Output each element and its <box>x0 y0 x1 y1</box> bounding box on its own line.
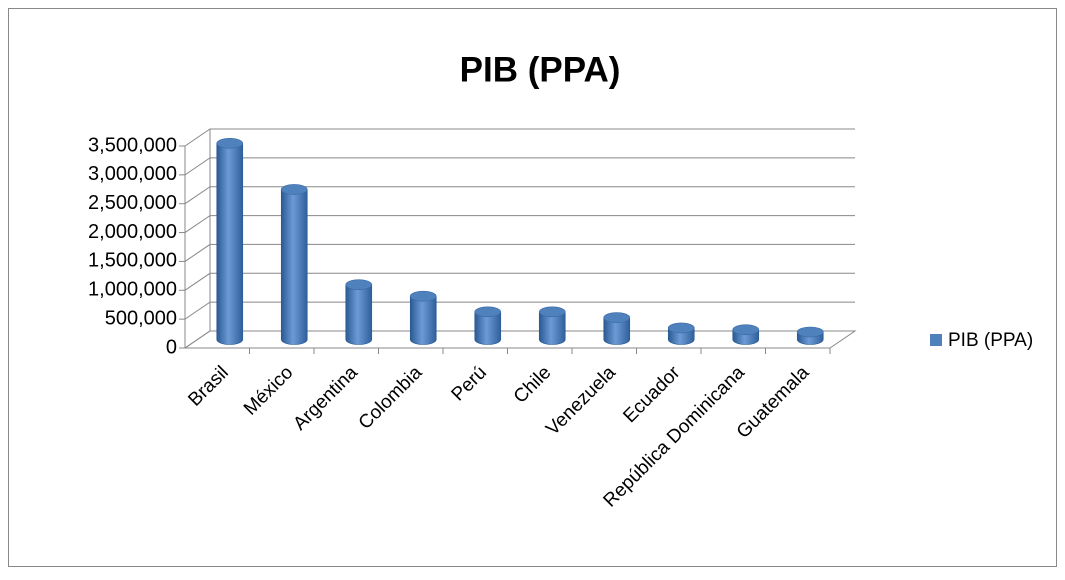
bar-body <box>538 311 566 345</box>
chart-frame <box>8 8 1057 567</box>
y-tick-label: 1,000,000 <box>88 279 177 301</box>
bar-top <box>216 137 244 149</box>
grid-line <box>184 128 855 147</box>
y-tick-label: 3,000,000 <box>88 163 177 185</box>
grid-line <box>184 186 855 205</box>
y-tick-label: 2,000,000 <box>88 221 177 243</box>
bar <box>409 290 437 345</box>
bar-body <box>409 295 437 345</box>
bar <box>796 326 824 345</box>
bar-top <box>603 312 631 323</box>
bar-body <box>603 317 631 345</box>
grid-line <box>184 157 855 176</box>
bar-top <box>474 306 502 318</box>
bar <box>732 324 760 345</box>
bar <box>667 322 695 345</box>
bar-body <box>280 189 308 345</box>
bar <box>216 137 244 345</box>
bar-body <box>474 311 502 345</box>
bar <box>474 306 502 345</box>
legend-swatch <box>930 334 942 346</box>
y-tick-label: 500,000 <box>105 307 177 329</box>
bar-top <box>345 279 373 290</box>
bar <box>603 312 631 345</box>
grid-line <box>184 301 855 320</box>
bar-top <box>538 306 566 318</box>
bar <box>345 279 373 345</box>
grid-line <box>184 243 855 262</box>
y-tick-label: 1,500,000 <box>88 250 177 272</box>
grid-line <box>184 215 855 233</box>
y-tick-label: 3,500,000 <box>88 134 177 156</box>
chart-title: PIB (PPA) <box>460 50 621 89</box>
bar-top <box>796 326 824 338</box>
bar-body <box>216 142 244 345</box>
bar-body <box>345 284 373 345</box>
bar-top <box>280 184 308 195</box>
grid-line <box>184 272 855 291</box>
bar-top <box>409 290 437 302</box>
y-tick-label: 0 <box>166 336 177 358</box>
bar-top <box>732 324 760 335</box>
y-tick-label: 2,500,000 <box>88 192 177 214</box>
bar <box>280 184 308 345</box>
bar <box>538 306 566 345</box>
legend-label: PIB (PPA) <box>948 330 1033 351</box>
bar-top <box>667 322 695 334</box>
grid-line <box>184 330 855 349</box>
